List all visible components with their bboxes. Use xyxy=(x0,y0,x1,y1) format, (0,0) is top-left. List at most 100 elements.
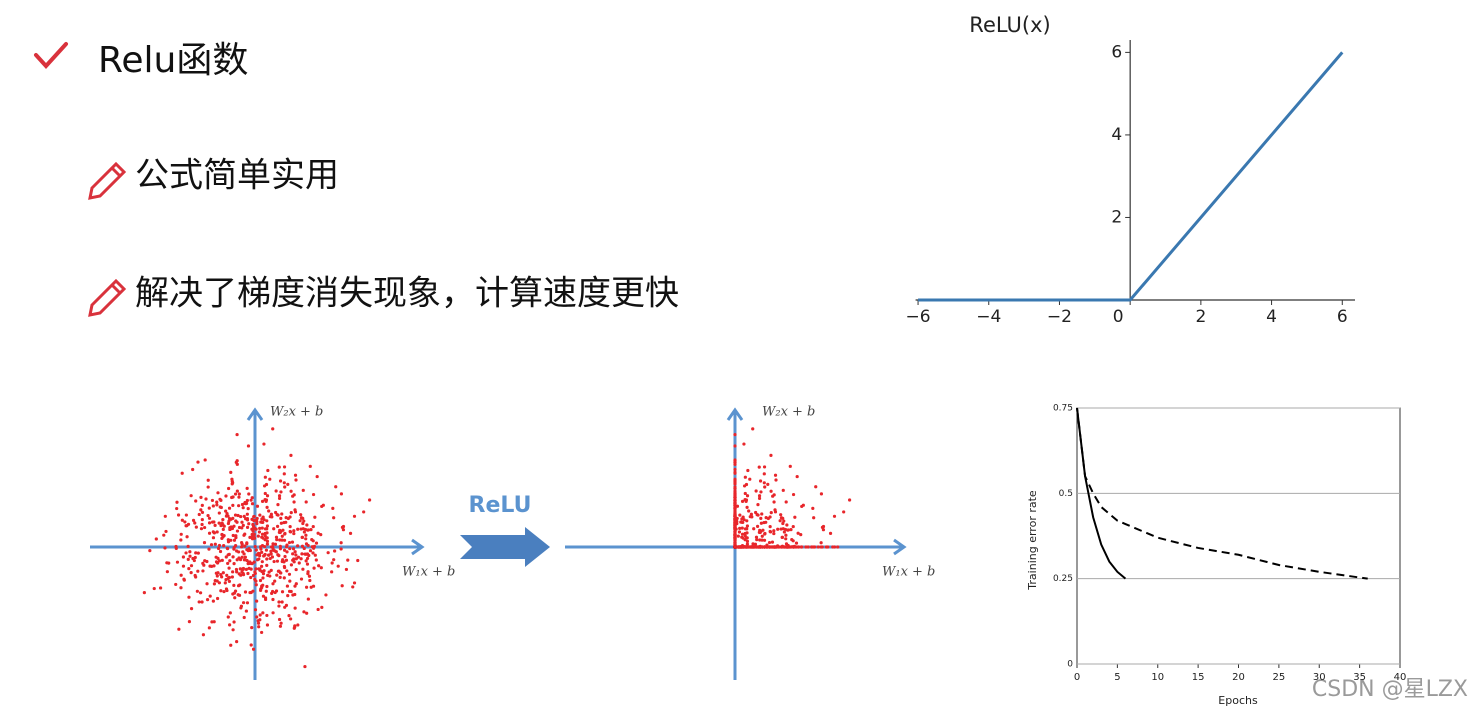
dot xyxy=(368,498,372,502)
dot xyxy=(175,506,179,511)
dot xyxy=(772,493,776,497)
dot xyxy=(292,560,296,564)
dot xyxy=(745,505,749,509)
dot xyxy=(788,545,793,549)
dot xyxy=(204,497,208,501)
dot xyxy=(270,589,275,594)
dot xyxy=(241,571,245,576)
dot xyxy=(758,530,762,535)
dot xyxy=(292,626,296,630)
dot xyxy=(743,534,747,538)
dot xyxy=(265,539,270,543)
dot xyxy=(300,552,304,556)
dot xyxy=(232,591,237,595)
dot xyxy=(241,506,245,510)
dot xyxy=(742,545,746,549)
dot xyxy=(315,474,319,479)
x-tick-label: 0 xyxy=(1113,307,1124,327)
dot xyxy=(174,546,178,551)
dot xyxy=(191,518,196,522)
dot xyxy=(308,549,313,553)
dot xyxy=(763,531,767,536)
dot xyxy=(220,558,224,562)
dot xyxy=(778,519,782,523)
dot xyxy=(786,528,790,532)
dot xyxy=(218,549,223,554)
dot xyxy=(244,567,248,571)
dot xyxy=(311,492,316,497)
dot xyxy=(246,444,251,448)
dot xyxy=(279,516,283,520)
dot xyxy=(199,527,204,531)
dot xyxy=(260,526,264,530)
dot xyxy=(772,500,776,504)
dot xyxy=(799,533,803,537)
dot xyxy=(278,538,282,542)
dot xyxy=(253,536,257,540)
dot xyxy=(246,549,250,553)
dot xyxy=(738,513,742,517)
dot xyxy=(212,582,217,586)
dot xyxy=(781,488,785,492)
dot xyxy=(742,484,747,488)
dot xyxy=(260,499,265,503)
dot xyxy=(235,529,240,533)
dot xyxy=(292,493,296,497)
pencil-icon xyxy=(88,278,127,317)
dot xyxy=(240,545,244,549)
dot xyxy=(739,520,743,524)
dot xyxy=(733,499,737,503)
dot xyxy=(735,504,740,508)
dot xyxy=(288,529,292,534)
dot xyxy=(211,599,215,603)
dot xyxy=(212,531,217,535)
dot xyxy=(755,513,759,517)
dot xyxy=(740,526,744,530)
dot xyxy=(761,545,765,549)
dot xyxy=(743,475,747,479)
dot xyxy=(314,541,319,545)
dot xyxy=(287,614,291,618)
y-tick-label: 6 xyxy=(1111,42,1122,62)
diagram xyxy=(90,407,907,680)
dot xyxy=(300,544,305,548)
dot xyxy=(299,513,303,517)
dot xyxy=(306,572,310,576)
dot xyxy=(264,589,268,593)
dot xyxy=(197,600,201,604)
dot xyxy=(182,577,186,581)
dot xyxy=(312,566,316,570)
dot xyxy=(733,471,737,475)
dot xyxy=(216,491,220,495)
dot xyxy=(227,519,231,523)
x-axis-label: Epochs xyxy=(1218,694,1258,707)
dot xyxy=(243,590,248,594)
dot xyxy=(832,545,837,549)
dot xyxy=(768,525,772,529)
dot xyxy=(280,512,284,516)
dot xyxy=(289,453,293,457)
dot xyxy=(238,583,242,587)
dot xyxy=(285,569,289,573)
dot xyxy=(743,491,747,496)
dot xyxy=(301,488,305,492)
dot xyxy=(291,552,295,556)
dot xyxy=(305,556,310,561)
dot xyxy=(305,523,309,527)
dot xyxy=(253,571,257,576)
dot xyxy=(235,459,239,463)
dot xyxy=(229,538,233,542)
dot xyxy=(745,524,750,528)
dot xyxy=(796,531,800,535)
dot xyxy=(229,643,233,647)
dot xyxy=(232,547,236,551)
dot xyxy=(205,598,210,602)
dot xyxy=(752,527,756,531)
dot xyxy=(768,529,772,534)
x-tick-label: −2 xyxy=(1047,307,1072,327)
y-tick-label: 0.75 xyxy=(1053,404,1073,414)
dot xyxy=(745,539,750,543)
dot xyxy=(776,527,780,531)
dot xyxy=(287,540,292,545)
dot xyxy=(346,558,350,562)
